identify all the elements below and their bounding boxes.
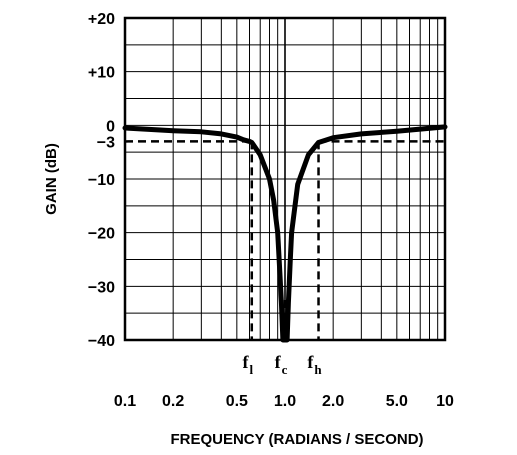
x-tick-label: 10: [436, 393, 454, 410]
x-tick-labels: 0.1 0.2 0.5 1.0 2.0 5.0 10: [114, 393, 454, 410]
x-tick-label: 5.0: [386, 393, 408, 410]
y-tick-label: −30: [88, 279, 115, 296]
frequency-marker: fc: [275, 352, 288, 377]
y-tick-label: 0: [106, 118, 115, 135]
frequency-marker: fl: [242, 352, 253, 377]
y-tick-label: −10: [88, 172, 115, 189]
gain-curve: [122, 124, 448, 343]
frequency-marker-subscript: h: [314, 362, 322, 377]
x-tick-label: 1.0: [274, 393, 296, 410]
grid: [125, 18, 445, 340]
plot-frame: [123, 16, 447, 342]
y-tick-label: +10: [88, 65, 115, 82]
x-tick-label: 0.5: [226, 393, 248, 410]
y-tick-label: −40: [88, 333, 115, 350]
frequency-markers: fl fc fh: [242, 352, 322, 377]
y-tick-labels: +20 +10 0−3 −10 −20 −30 −40: [88, 11, 115, 350]
y-axis-title: GAIN (dB): [43, 143, 60, 215]
curve-layer: [122, 124, 448, 343]
y-tick-label: −20: [88, 226, 115, 243]
y-tick-label: −3: [97, 134, 115, 151]
y-tick-label: +20: [88, 11, 115, 28]
frequency-marker: fh: [307, 352, 322, 377]
x-tick-label: 2.0: [322, 393, 344, 410]
frequency-marker-subscript: l: [249, 362, 253, 377]
x-tick-label: 0.2: [162, 393, 184, 410]
x-axis-title: FREQUENCY (RADIANS / SECOND): [170, 431, 423, 448]
x-tick-label: 0.1: [114, 393, 136, 410]
frequency-marker-subscript: c: [282, 362, 288, 377]
